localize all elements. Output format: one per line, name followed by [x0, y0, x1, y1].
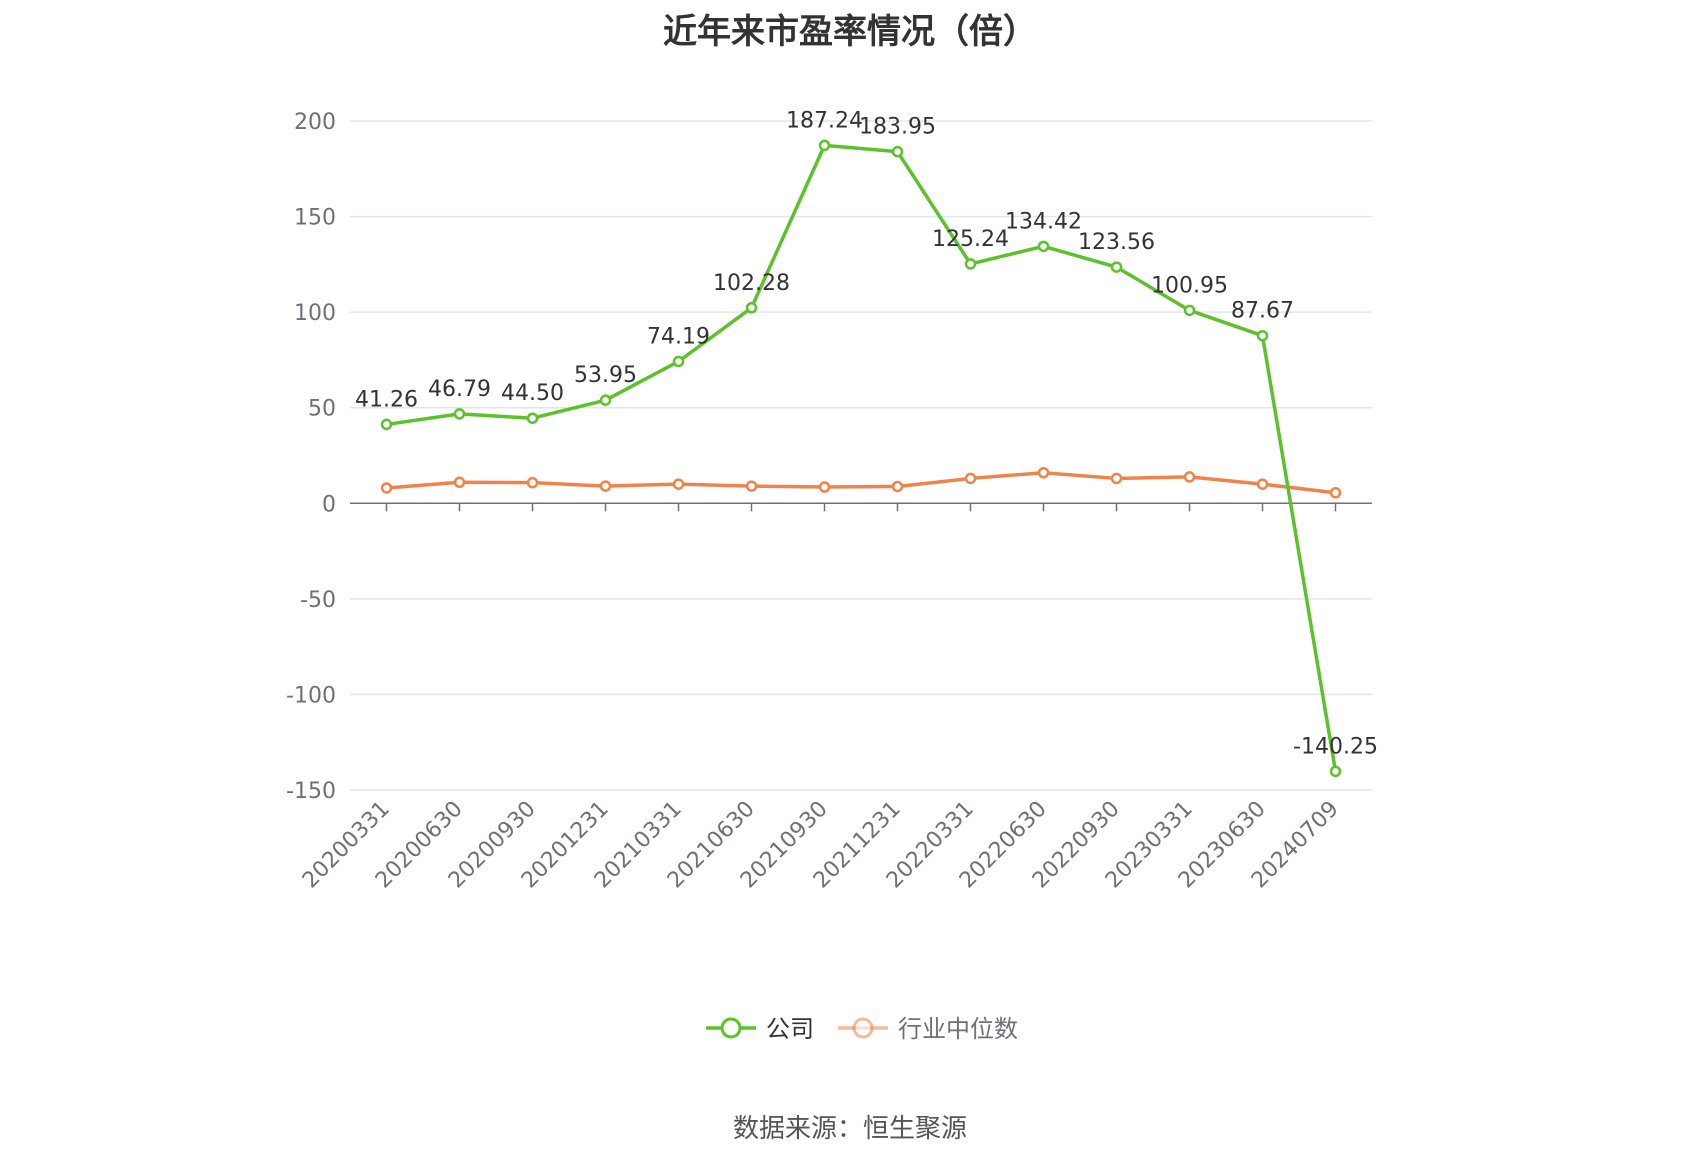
data-point[interactable]	[964, 472, 977, 485]
x-axis: 2020033120200630202009302020123120210331…	[298, 502, 1372, 893]
data-point[interactable]	[453, 476, 466, 489]
data-point[interactable]	[745, 302, 758, 314]
data-point[interactable]	[891, 480, 904, 493]
series-line	[386, 143, 1338, 772]
data-label: 183.95	[859, 115, 936, 140]
data-point[interactable]	[672, 478, 685, 490]
data-label: 74.19	[647, 324, 710, 349]
data-point[interactable]	[964, 258, 977, 270]
data-point[interactable]	[1037, 240, 1050, 253]
data-point[interactable]	[1329, 487, 1342, 499]
legend-label: 公司	[766, 1015, 814, 1043]
data-point[interactable]	[1183, 471, 1196, 483]
data-label: 41.26	[355, 387, 418, 412]
data-point[interactable]	[453, 408, 466, 420]
data-point[interactable]	[526, 476, 539, 489]
data-label: 123.56	[1078, 230, 1155, 255]
data-point[interactable]	[526, 412, 539, 424]
y-tick-label: -50	[300, 588, 336, 613]
legend[interactable]: 公司 行业中位数	[706, 1015, 1018, 1043]
y-tick-label: 200	[294, 110, 336, 135]
data-point[interactable]	[672, 355, 685, 368]
data-point[interactable]	[818, 481, 831, 493]
legend-item-industry-median[interactable]: 行业中位数	[838, 1015, 1018, 1043]
legend-label: 行业中位数	[898, 1015, 1018, 1043]
grid-lines	[350, 120, 1372, 791]
data-label: 125.24	[932, 227, 1009, 252]
legend-marker-icon	[852, 1017, 874, 1039]
data-point[interactable]	[380, 418, 393, 431]
data-label: 100.95	[1151, 273, 1228, 298]
y-tick-label: -150	[286, 779, 336, 804]
legend-marker-icon	[720, 1017, 742, 1039]
y-tick-label: 0	[322, 492, 336, 517]
data-label: 102.28	[713, 271, 790, 296]
chart-title: 近年来市盈率情况（倍）	[663, 12, 1037, 52]
data-point[interactable]	[599, 480, 612, 492]
data-label: -140.25	[1293, 734, 1378, 759]
data-label: 53.95	[574, 363, 637, 388]
series-lines	[380, 139, 1342, 778]
data-point[interactable]	[818, 139, 831, 152]
data-label: 46.79	[428, 377, 491, 402]
data-label: 134.42	[1005, 209, 1082, 234]
data-label: 44.50	[501, 381, 564, 406]
data-source: 数据来源：恒生聚源	[732, 1114, 967, 1144]
data-point[interactable]	[1183, 304, 1196, 317]
data-point[interactable]	[1256, 329, 1269, 342]
data-point[interactable]	[1037, 466, 1050, 479]
y-tick-label: 50	[308, 397, 336, 422]
data-point[interactable]	[1329, 765, 1342, 778]
data-point[interactable]	[599, 394, 612, 406]
data-point[interactable]	[380, 482, 393, 494]
data-point[interactable]	[1110, 472, 1123, 485]
y-tick-label: 100	[294, 301, 336, 326]
legend-item-company[interactable]: 公司	[706, 1015, 814, 1043]
series-line	[386, 470, 1336, 495]
data-label: 187.24	[786, 108, 863, 133]
data-point[interactable]	[1256, 478, 1269, 490]
y-tick-label: 150	[294, 206, 336, 231]
data-point[interactable]	[745, 480, 758, 492]
data-point[interactable]	[1110, 261, 1123, 273]
data-label: 87.67	[1231, 299, 1294, 324]
y-tick-label: -100	[286, 683, 336, 708]
data-labels: 41.26 46.79 44.50 53.95 74.19 102.28 187.24183…	[355, 108, 1378, 759]
data-point[interactable]	[891, 145, 904, 158]
y-axis: 200 150 100 50 0 -50 -100 -150	[286, 110, 336, 804]
